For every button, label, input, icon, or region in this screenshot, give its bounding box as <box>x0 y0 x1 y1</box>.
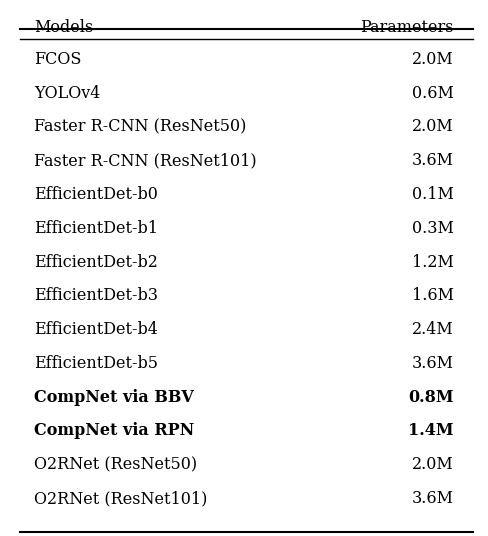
Text: 0.8M: 0.8M <box>408 389 454 406</box>
Text: 1.2M: 1.2M <box>412 254 454 271</box>
Text: Faster R-CNN (ResNet101): Faster R-CNN (ResNet101) <box>34 152 257 169</box>
Text: FCOS: FCOS <box>34 51 81 68</box>
Text: O2RNet (ResNet50): O2RNet (ResNet50) <box>34 456 197 473</box>
Text: 2.0M: 2.0M <box>412 456 454 473</box>
Text: CompNet via RPN: CompNet via RPN <box>34 422 194 440</box>
Text: 0.1M: 0.1M <box>412 186 454 203</box>
Text: 3.6M: 3.6M <box>412 152 454 169</box>
Text: 3.6M: 3.6M <box>412 490 454 507</box>
Text: CompNet via BBV: CompNet via BBV <box>34 389 194 406</box>
Text: O2RNet (ResNet101): O2RNet (ResNet101) <box>34 490 207 507</box>
Text: 2.4M: 2.4M <box>412 321 454 338</box>
Text: Faster R-CNN (ResNet50): Faster R-CNN (ResNet50) <box>34 118 246 136</box>
Text: 1.6M: 1.6M <box>412 287 454 304</box>
Text: 0.6M: 0.6M <box>412 85 454 102</box>
Text: EfficientDet-b5: EfficientDet-b5 <box>34 355 158 372</box>
Text: EfficientDet-b2: EfficientDet-b2 <box>34 254 158 271</box>
Text: Models: Models <box>34 19 93 36</box>
Text: 3.6M: 3.6M <box>412 355 454 372</box>
Text: 2.0M: 2.0M <box>412 51 454 68</box>
Text: YOLOv4: YOLOv4 <box>34 85 101 102</box>
Text: EfficientDet-b0: EfficientDet-b0 <box>34 186 158 203</box>
Text: EfficientDet-b3: EfficientDet-b3 <box>34 287 158 304</box>
Text: EfficientDet-b4: EfficientDet-b4 <box>34 321 158 338</box>
Text: EfficientDet-b1: EfficientDet-b1 <box>34 220 158 237</box>
Text: 1.4M: 1.4M <box>408 422 454 440</box>
Text: 0.3M: 0.3M <box>412 220 454 237</box>
Text: 2.0M: 2.0M <box>412 118 454 136</box>
Text: Parameters: Parameters <box>360 19 454 36</box>
